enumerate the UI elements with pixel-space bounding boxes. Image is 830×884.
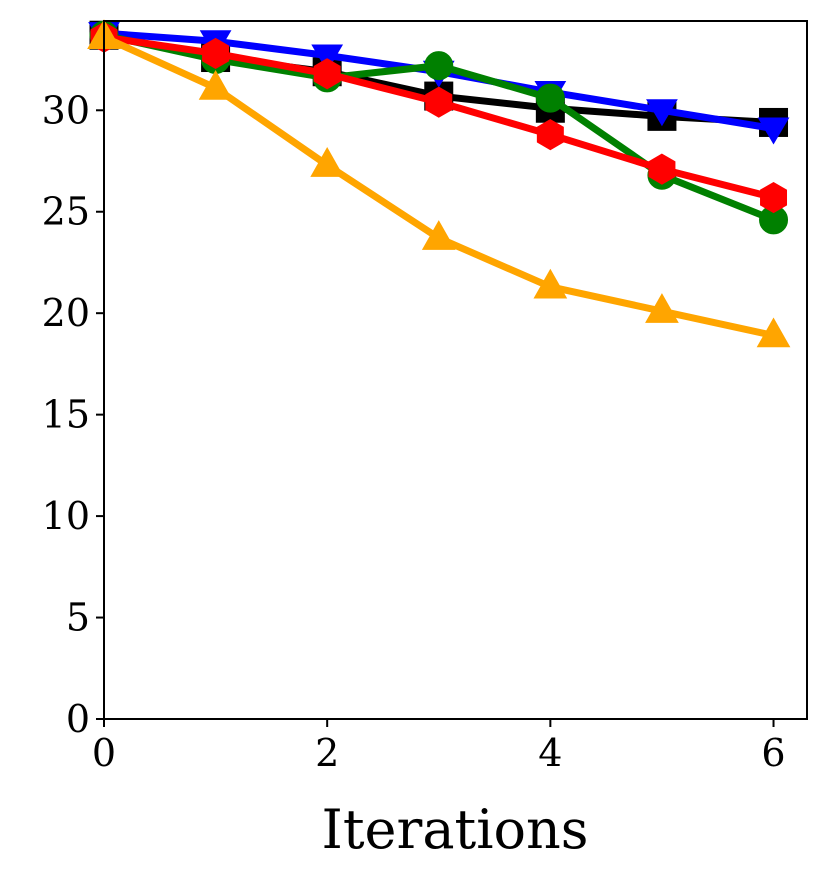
series-orange-triangle-up <box>87 19 791 348</box>
y-axis: 0 5 10 15 20 25 30 <box>42 88 104 741</box>
x-tick-label: 4 <box>538 731 562 775</box>
x-axis: 0 2 4 6 <box>92 719 786 775</box>
x-tick-label: 2 <box>315 731 339 775</box>
series-red-hexagon <box>90 21 788 214</box>
data-point <box>760 181 788 214</box>
data-point <box>648 153 676 185</box>
data-point <box>645 293 679 323</box>
x-tick-label: 0 <box>92 731 116 775</box>
data-point <box>310 147 345 177</box>
data-point <box>198 69 233 100</box>
y-tick-label: 15 <box>42 393 90 437</box>
y-tick-label: 5 <box>66 596 90 640</box>
data-point <box>421 220 456 250</box>
series-blue-triangle-down <box>88 22 790 145</box>
y-tick-label: 0 <box>66 697 90 741</box>
plot-frame <box>103 20 808 720</box>
y-tick-label: 10 <box>42 494 90 538</box>
x-axis-title: Iterations <box>322 798 589 861</box>
data-point <box>313 58 341 90</box>
data-point <box>202 37 230 70</box>
data-point <box>757 117 790 145</box>
y-tick-label: 25 <box>42 190 90 234</box>
data-point <box>533 268 568 299</box>
y-tick-label: 30 <box>42 88 90 132</box>
data-point <box>425 86 453 118</box>
data-point <box>646 99 678 127</box>
data-point <box>424 51 454 81</box>
data-point <box>536 119 564 151</box>
y-tick-label: 20 <box>42 291 90 335</box>
data-point <box>535 83 565 113</box>
data-point <box>311 44 344 72</box>
data-point <box>756 317 791 348</box>
series-layer <box>87 19 791 348</box>
x-tick-label: 6 <box>761 731 785 775</box>
